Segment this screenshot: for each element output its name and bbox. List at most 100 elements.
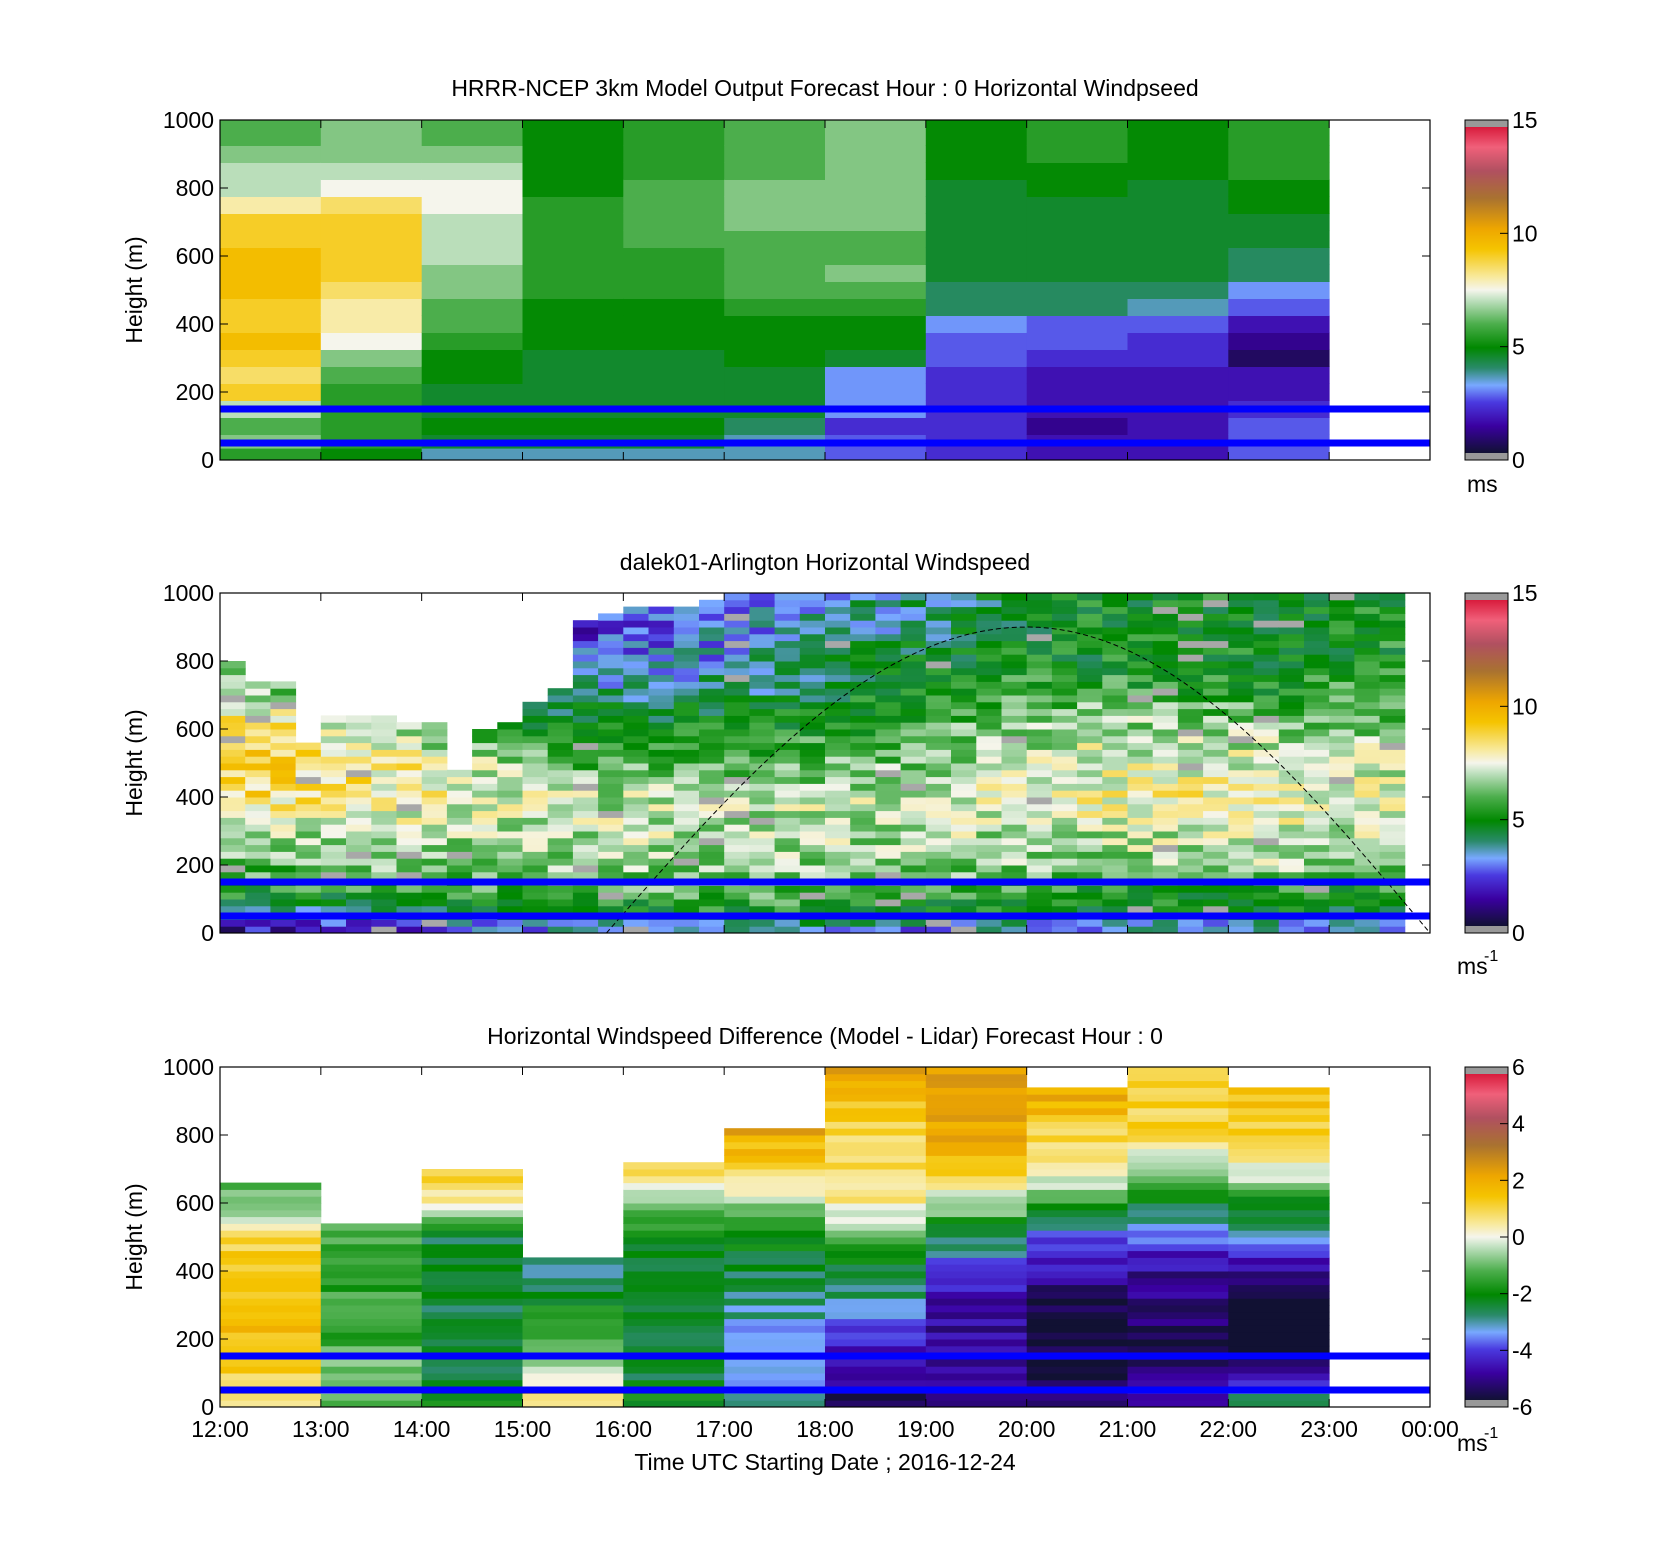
heatmap-cell xyxy=(497,871,523,880)
heatmap-cell xyxy=(724,803,750,812)
heatmap-cell xyxy=(371,844,397,852)
heatmap-cell xyxy=(623,213,725,231)
heatmap-cell xyxy=(547,871,574,880)
heatmap-cell xyxy=(1077,790,1103,798)
heatmap-cell xyxy=(522,1359,624,1367)
heatmap-cell xyxy=(1051,871,1078,880)
heatmap-cell xyxy=(875,695,902,703)
y-tick-label: 1000 xyxy=(163,580,214,606)
heatmap-cell xyxy=(1228,701,1254,710)
heatmap-cell xyxy=(522,1271,624,1279)
heatmap-cell xyxy=(472,919,498,927)
heatmap-cell xyxy=(825,1080,927,1088)
heatmap-cell xyxy=(724,213,826,231)
heatmap-cell xyxy=(900,599,927,608)
heatmap-cell xyxy=(1379,681,1406,689)
heatmap-cell xyxy=(1152,620,1179,628)
heatmap-cell xyxy=(724,1189,826,1197)
heatmap-cell xyxy=(1127,366,1229,384)
heatmap-cell xyxy=(1228,797,1254,805)
heatmap-cell xyxy=(749,667,776,676)
heatmap-cell xyxy=(875,593,902,601)
heatmap-cell xyxy=(900,803,927,812)
heatmap-cell xyxy=(1127,1216,1229,1224)
heatmap-cell xyxy=(598,695,624,703)
heatmap-cell xyxy=(1278,674,1305,682)
heatmap-cell xyxy=(1228,844,1254,852)
heatmap-cell xyxy=(547,899,574,907)
heatmap-cell xyxy=(1253,654,1280,662)
heatmap-cell xyxy=(522,919,549,927)
heatmap-cell xyxy=(1228,1243,1330,1252)
heatmap-cell xyxy=(900,844,927,852)
heatmap-cell xyxy=(1127,729,1154,737)
heatmap-cell xyxy=(421,831,448,839)
heatmap-cell xyxy=(825,1175,927,1184)
heatmap-cell xyxy=(522,851,549,859)
heatmap-cell xyxy=(799,729,826,737)
heatmap-cell xyxy=(1051,695,1078,703)
heatmap-cell xyxy=(850,667,876,676)
heatmap-cell xyxy=(295,810,322,818)
heatmap-cell xyxy=(1228,926,1254,933)
heatmap-cell xyxy=(799,858,826,866)
heatmap-cell xyxy=(925,817,952,825)
heatmap-cell xyxy=(850,708,876,716)
heatmap-cell xyxy=(1026,417,1128,435)
heatmap-cell xyxy=(1203,627,1229,635)
heatmap-cell xyxy=(825,1305,927,1313)
heatmap-cell xyxy=(295,851,322,859)
heatmap-cell xyxy=(371,776,397,784)
heatmap-cell xyxy=(623,790,649,798)
heatmap-cell xyxy=(1026,213,1128,231)
heatmap-cell xyxy=(1026,810,1053,818)
heatmap-cell xyxy=(522,247,624,265)
heatmap-cell xyxy=(1026,1318,1128,1326)
heatmap-cell xyxy=(976,926,1002,933)
heatmap-cell xyxy=(1026,817,1053,825)
heatmap-cell xyxy=(1127,1400,1229,1407)
heatmap-cell xyxy=(1127,1291,1229,1299)
panel-model-heatmap xyxy=(220,120,1330,460)
heatmap-cell xyxy=(572,803,599,812)
heatmap-cell xyxy=(825,1121,927,1129)
heatmap-cell xyxy=(1102,749,1128,757)
heatmap-cell xyxy=(1051,763,1078,771)
heatmap-cell xyxy=(1102,640,1128,648)
heatmap-cell xyxy=(1177,803,1204,812)
heatmap-cell xyxy=(1228,1189,1330,1197)
heatmap-cell xyxy=(648,817,675,825)
heatmap-cell xyxy=(900,797,927,805)
heatmap-cell xyxy=(900,905,927,914)
heatmap-cell xyxy=(1177,715,1204,723)
heatmap-cell xyxy=(1253,633,1280,642)
heatmap-cell xyxy=(1379,661,1406,669)
heatmap-cell xyxy=(472,776,498,784)
heatmap-cell xyxy=(1329,844,1355,852)
heatmap-cell xyxy=(1026,448,1128,460)
heatmap-cell xyxy=(1127,810,1154,818)
heatmap-cell xyxy=(220,1196,322,1204)
heatmap-cell xyxy=(749,865,776,873)
heatmap-cell xyxy=(1127,1250,1229,1258)
heatmap-cell xyxy=(925,667,952,676)
heatmap-cell xyxy=(623,162,725,180)
heatmap-cell xyxy=(623,640,649,648)
panel-model: HRRR-NCEP 3km Model Output Forecast Hour… xyxy=(121,75,1538,497)
heatmap-cell xyxy=(220,701,246,710)
heatmap-cell xyxy=(522,790,549,798)
heatmap-cell xyxy=(522,858,549,866)
heatmap-cell xyxy=(1278,593,1305,601)
heatmap-cell xyxy=(1177,599,1204,608)
heatmap-cell xyxy=(320,810,347,818)
y-tick-label: 800 xyxy=(176,175,214,201)
heatmap-cell xyxy=(648,688,675,696)
heatmap-cell xyxy=(925,1135,1028,1143)
heatmap-cell xyxy=(1026,1277,1128,1286)
heatmap-cell xyxy=(976,776,1002,784)
y-tick-label: 200 xyxy=(176,852,214,878)
heatmap-cell xyxy=(1278,620,1305,628)
heatmap-cell xyxy=(1077,926,1103,933)
heatmap-cell xyxy=(1329,763,1355,771)
heatmap-cell xyxy=(245,844,271,852)
